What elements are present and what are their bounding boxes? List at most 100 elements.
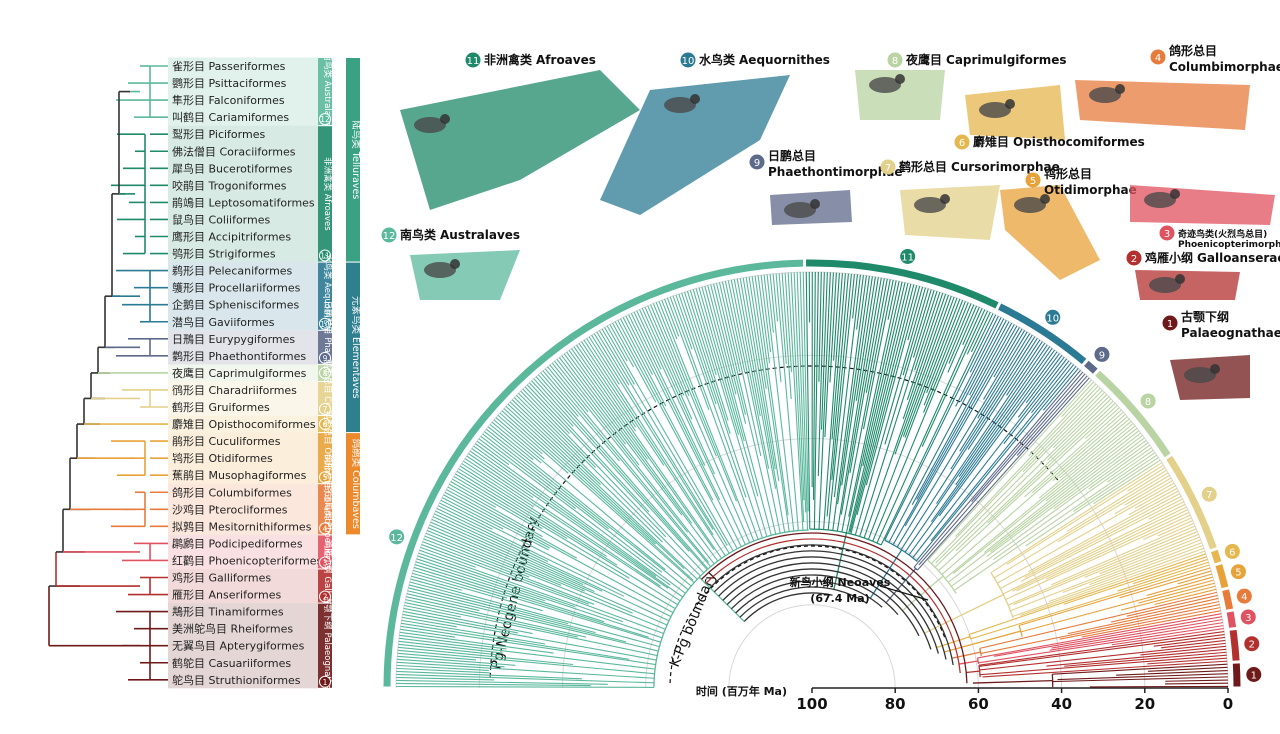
internal-branch [1052,672,1083,674]
internal-branch [729,477,754,541]
axis-tick-label: 20 [1134,695,1155,713]
internal-branch [980,645,993,648]
superclade-label: 陆鸟类 Telluraves [350,120,362,199]
order-label: 美洲鸵鸟目 Rheiformes [172,622,293,636]
order-label: 鹰形目 Accipitriformes [172,230,291,244]
group-number: 4 [1155,53,1161,64]
axis-tick-label: 0 [1223,695,1233,713]
tip-branch [776,274,798,525]
group-ring [1086,363,1095,371]
order-label: 䳍形目 Tinamiformes [172,605,284,619]
bird-head [1005,99,1015,109]
order-label: 咬鹃目 Trogoniformes [172,178,287,192]
group-name-en: Aequornithes [739,53,830,67]
clade-number: 1 [323,678,328,687]
ring-number: 11 [901,252,914,263]
ring-number: 4 [1241,592,1247,603]
order-label: 叫鹤目 Cariamiformes [172,110,289,124]
grid-arc [729,605,895,688]
group-name-en: Australaves [440,228,520,242]
group-name-en: Phoenicopterimorphae [1178,240,1280,250]
internal-branch [537,679,654,683]
order-label: 拟鹑目 Mesitornithiformes [172,519,312,533]
order-label: 鹈形目 Pelecaniformes [172,264,293,278]
bird-head [1040,194,1050,204]
tip-branch [913,290,934,357]
internal-branch [969,591,1096,634]
order-label: 潜鸟目 Gaviiformes [172,315,275,329]
group-name: 麝雉目 Opisthocomiformes [973,134,1145,149]
tip-branch [1127,595,1218,616]
bird-head [450,259,460,269]
tip-branch [806,272,808,397]
group-ring [1233,630,1236,660]
order-label: 鸮形目 Strigiformes [172,247,276,261]
neoaves-label: 新鸟小纲 Neoaves [790,575,891,589]
group-name-en: Opisthocomiformes [1013,135,1145,149]
stem-branch [902,576,943,611]
axis-tick-label: 40 [1051,695,1072,713]
tip-branch [977,326,1017,396]
group-name-zh: 日鹏总目 [768,148,816,163]
order-label: 鹲形目 Phaethontiformes [172,349,306,363]
order-label: 麝雉目 Opisthocomiformes [172,417,316,431]
bird-head [940,194,950,204]
tip-branch [693,289,707,337]
group-name-zh: 麝雉目 [973,134,1009,149]
group-number: 2 [1131,254,1137,265]
backbone-arc [710,545,953,665]
order-label: 夜鹰目 Caprimulgiformes [172,366,307,380]
tip-branch [770,274,781,382]
internal-branch [877,456,916,543]
ring-number: 1 [1251,671,1257,682]
order-label: 䴕形目 Piciformes [172,127,265,141]
tip-branch [984,431,1139,553]
group-number: 6 [959,138,965,149]
order-label: 鸨形目 Otidiformes [172,451,273,465]
internal-branch [452,687,654,688]
group-name-zh: 鸡雁小纲 [1144,250,1193,265]
internal-branch [757,376,784,532]
group-ring [1214,551,1218,562]
ring-number: 7 [1206,490,1212,501]
tip-branch [1068,602,1219,634]
order-label: 䴙䴘目 Podicipediformes [172,536,303,550]
internal-branch [668,535,703,573]
order-label: 雁形目 Anseriformes [172,589,281,602]
order-label: 犀鸟目 Bucerotiformes [172,161,293,175]
tip-branch [1043,433,1140,509]
group-number: 5 [1030,176,1036,187]
order-label: 沙鸡目 Pterocliformes [172,502,288,516]
tip-branch [1016,510,1187,591]
clade-number: 12 [320,115,330,124]
internal-branch [643,668,655,669]
bird-head [690,94,700,104]
tip-branch [970,322,1009,395]
stem-branch [973,681,1053,683]
group-name-en: Afroaves [536,53,596,67]
group-name-zh: 水鸟类 [699,52,736,67]
group-name-en: Columbimorphae [1169,60,1280,74]
illustration-backdrop [410,250,520,300]
tip-branch [991,614,1221,656]
internal-branch [945,565,961,578]
internal-branch [824,443,830,530]
bird-head [1210,364,1220,374]
group-name-zh: 奇迹鸟类(火烈鸟总目) [1178,228,1267,240]
internal-branch [954,584,963,590]
tip-branch [1063,540,1201,592]
superclade-label: 鸽鹃类 Columbaves [350,439,362,529]
tip-branch [923,291,937,336]
order-label: 鹱形目 Procellariiformes [172,282,301,295]
order-label: 鹤鸵目 Casuariiformes [172,656,291,670]
order-label: 日鳽目 Eurypygiformes [172,332,295,346]
group-number: 11 [467,56,480,67]
tip-branch [555,361,583,397]
tip-branch [397,665,489,670]
clade-label: 非洲禽类 Afroaves [322,157,333,231]
internal-branch [779,528,780,534]
group-ring [1219,565,1225,587]
